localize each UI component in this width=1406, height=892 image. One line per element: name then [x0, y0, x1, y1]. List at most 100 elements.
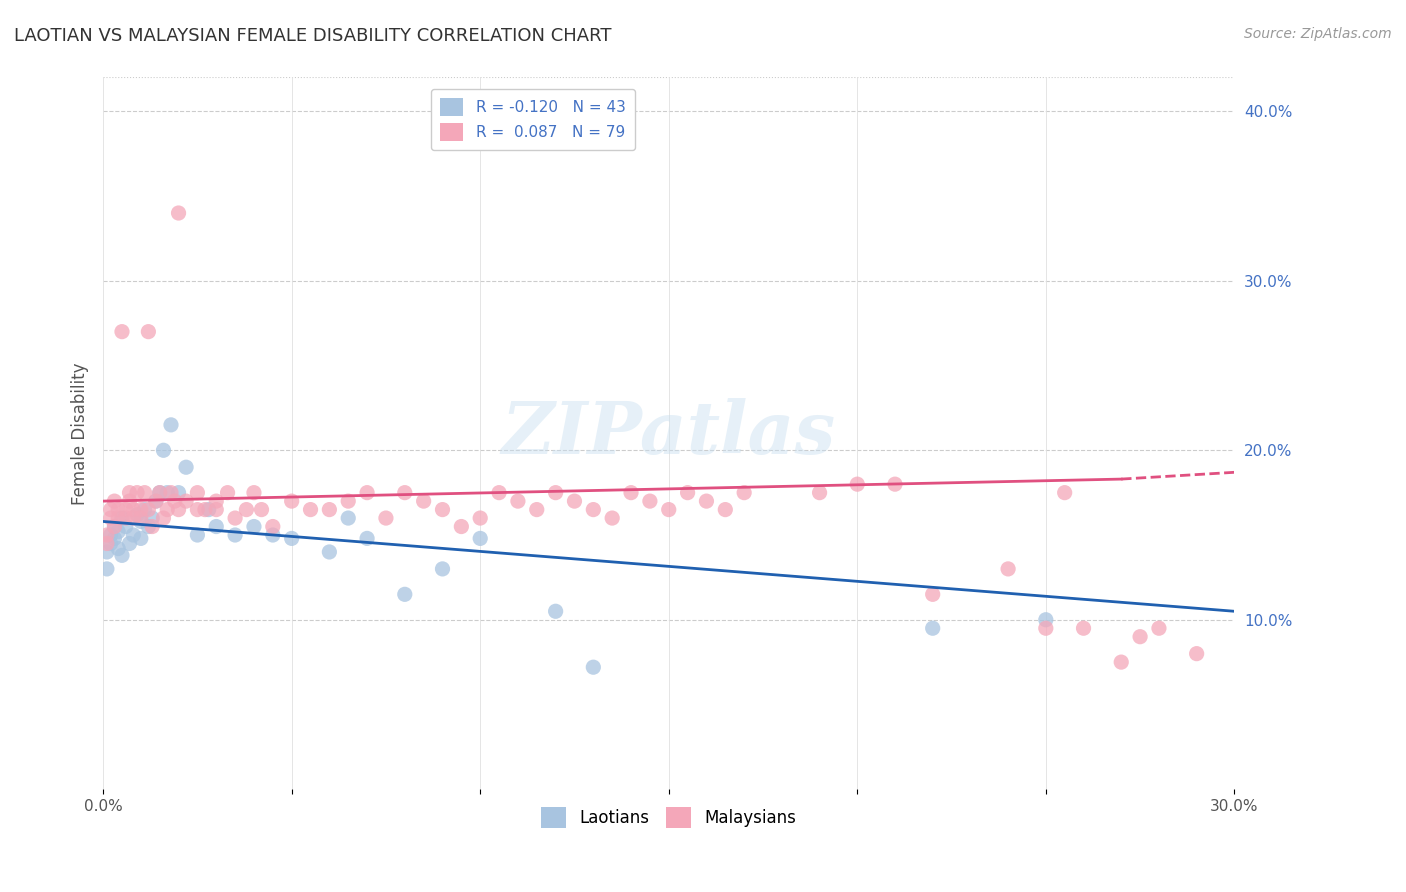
- Point: [107, 502, 129, 516]
- Point: [262, 528, 284, 542]
- Point: [243, 485, 266, 500]
- Point: [103, 494, 125, 508]
- Point: [488, 485, 510, 500]
- Point: [103, 532, 125, 546]
- Point: [129, 511, 152, 525]
- Point: [156, 485, 179, 500]
- Point: [432, 502, 454, 516]
- Point: [1147, 621, 1170, 635]
- Point: [235, 502, 257, 516]
- Point: [205, 519, 228, 533]
- Point: [107, 511, 129, 525]
- Point: [695, 494, 717, 508]
- Point: [921, 621, 943, 635]
- Point: [582, 660, 605, 674]
- Point: [1053, 485, 1076, 500]
- Point: [160, 417, 183, 432]
- Point: [186, 528, 208, 542]
- Point: [103, 519, 125, 533]
- Point: [997, 562, 1019, 576]
- Point: [506, 494, 529, 508]
- Point: [186, 502, 208, 516]
- Point: [167, 485, 190, 500]
- Point: [160, 485, 183, 500]
- Point: [129, 502, 152, 516]
- Point: [394, 587, 416, 601]
- Point: [174, 460, 197, 475]
- Point: [163, 494, 186, 508]
- Point: [620, 485, 643, 500]
- Point: [280, 494, 302, 508]
- Point: [141, 519, 163, 533]
- Point: [111, 511, 134, 525]
- Point: [103, 519, 125, 533]
- Point: [205, 502, 228, 516]
- Point: [356, 485, 378, 500]
- Point: [337, 511, 360, 525]
- Point: [96, 536, 118, 550]
- Point: [714, 502, 737, 516]
- Point: [356, 532, 378, 546]
- Point: [217, 485, 239, 500]
- Point: [733, 485, 755, 500]
- Point: [470, 532, 492, 546]
- Point: [564, 494, 586, 508]
- Point: [638, 494, 661, 508]
- Point: [129, 532, 152, 546]
- Point: [167, 502, 190, 516]
- Point: [125, 508, 148, 522]
- Point: [224, 528, 246, 542]
- Point: [1129, 630, 1152, 644]
- Point: [337, 494, 360, 508]
- Point: [243, 519, 266, 533]
- Point: [125, 485, 148, 500]
- Text: Source: ZipAtlas.com: Source: ZipAtlas.com: [1244, 27, 1392, 41]
- Point: [118, 494, 141, 508]
- Point: [1185, 647, 1208, 661]
- Point: [197, 502, 219, 516]
- Point: [432, 562, 454, 576]
- Point: [96, 562, 118, 576]
- Point: [526, 502, 548, 516]
- Point: [262, 519, 284, 533]
- Point: [107, 524, 129, 539]
- Point: [582, 502, 605, 516]
- Point: [145, 494, 167, 508]
- Legend: Laotians, Malaysians: Laotians, Malaysians: [534, 801, 803, 834]
- Point: [205, 494, 228, 508]
- Point: [884, 477, 907, 491]
- Point: [100, 536, 122, 550]
- Point: [318, 502, 340, 516]
- Point: [145, 494, 167, 508]
- Point: [100, 502, 122, 516]
- Point: [544, 604, 567, 618]
- Point: [186, 485, 208, 500]
- Point: [299, 502, 322, 516]
- Point: [412, 494, 434, 508]
- Point: [250, 502, 273, 516]
- Text: ZIPatlas: ZIPatlas: [502, 398, 835, 469]
- Point: [1073, 621, 1095, 635]
- Point: [394, 485, 416, 500]
- Point: [114, 511, 136, 525]
- Point: [676, 485, 699, 500]
- Point: [100, 511, 122, 525]
- Point: [118, 485, 141, 500]
- Point: [600, 511, 623, 525]
- Point: [129, 515, 152, 529]
- Point: [134, 502, 156, 516]
- Point: [544, 485, 567, 500]
- Point: [921, 587, 943, 601]
- Point: [318, 545, 340, 559]
- Point: [470, 511, 492, 525]
- Point: [134, 485, 156, 500]
- Point: [808, 485, 831, 500]
- Point: [152, 443, 174, 458]
- Point: [149, 485, 172, 500]
- Point: [111, 549, 134, 563]
- Text: LAOTIAN VS MALAYSIAN FEMALE DISABILITY CORRELATION CHART: LAOTIAN VS MALAYSIAN FEMALE DISABILITY C…: [14, 27, 612, 45]
- Point: [658, 502, 681, 516]
- Point: [138, 325, 160, 339]
- Point: [122, 528, 145, 542]
- Point: [1035, 621, 1057, 635]
